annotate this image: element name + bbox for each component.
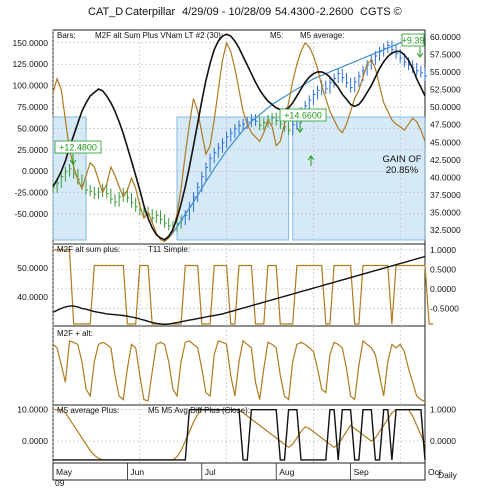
right-axis-tick: 42.5000 [430, 155, 461, 165]
right-axis-tick: 60.0000 [430, 32, 461, 42]
company-name: Caterpillar [125, 6, 176, 18]
left-axis-tick: 0.0000 [22, 166, 48, 176]
right-axis-tick: 1.0000 [430, 245, 456, 255]
legend-entry: M5: [270, 31, 283, 40]
right-axis-tick: 52.5000 [430, 85, 461, 95]
down-arrow-icon [416, 47, 424, 58]
down-arrow-icon [69, 154, 77, 165]
last-price: 54.4300 [275, 6, 315, 18]
legend-entry: T11 Simple: [148, 245, 190, 254]
copyright-label: CGTS © [360, 6, 402, 18]
price-change: -2.2600 [316, 6, 354, 18]
series-line [53, 409, 426, 461]
left-axis-tick: 25.0000 [17, 145, 48, 155]
legend-entry: M2F alt sum plus: [57, 245, 120, 254]
chart-header: CAT_D Caterpillar 4/29/09 - 10/28/09 54.… [0, 0, 479, 20]
x-axis-label: Oct [428, 467, 442, 477]
right-axis-tick: 50.0000 [430, 102, 461, 112]
down-arrow-icon [296, 122, 304, 133]
right-axis-tick: 37.5000 [430, 190, 461, 200]
left-axis-tick: 125.0000 [13, 59, 49, 69]
annotation-box [401, 33, 425, 47]
gain-annotation: +14.6600 [284, 111, 322, 121]
x-axis-year: 09 [55, 478, 65, 488]
gain-label: GAIN OF [382, 154, 421, 165]
x-axis-label: Jul [205, 467, 216, 477]
series-line [52, 33, 426, 241]
gain-annotation: +9.39 [402, 36, 425, 46]
left-axis-tick: 0.0000 [22, 436, 48, 446]
left-axis-tick: 150.0000 [13, 38, 49, 48]
left-axis-tick: 100.0000 [13, 81, 49, 91]
period-label: Daily [438, 470, 458, 480]
right-axis-tick: 47.5000 [430, 120, 461, 130]
series-line [52, 255, 426, 326]
right-axis-tick: 0.5000 [430, 264, 456, 274]
highlight-box [292, 116, 426, 241]
annotation-box [54, 140, 102, 154]
x-axis-label: May [56, 467, 73, 477]
legend-entry: M5 M5 Avg Diff Plus (Close): [148, 406, 250, 415]
left-axis-tick: 75.0000 [17, 102, 48, 112]
symbol-label: CAT_D [88, 6, 124, 18]
series-line [164, 33, 426, 242]
legend-entry: M5 average: [300, 31, 344, 40]
x-axis-label: Sep [354, 467, 369, 477]
series-line [52, 41, 426, 243]
date-range: 4/29/09 - 10/28/09 [182, 6, 272, 18]
series-line [52, 339, 426, 403]
legend-entry: M2F + alt: [57, 329, 93, 338]
x-axis-label: Aug [279, 467, 294, 477]
right-axis-tick: 32.5000 [430, 225, 461, 235]
right-axis-tick: 55.0000 [430, 67, 461, 77]
highlight-box [176, 116, 290, 241]
x-axis-frame [52, 462, 426, 481]
annotation-box [279, 108, 327, 122]
x-axis-label: Jun [130, 467, 144, 477]
left-axis-tick: 10.0000 [17, 405, 48, 415]
up-arrow-icon [307, 155, 315, 166]
right-axis-tick: 40.0000 [430, 172, 461, 182]
series-line [53, 249, 434, 325]
legend-entry: M5 average Plus: [57, 406, 119, 415]
left-axis-tick: 40.0000 [17, 292, 48, 302]
right-axis-tick: 1.0000 [430, 405, 456, 415]
gain-annotation: +12.4800 [59, 143, 97, 153]
right-axis-tick: 0.0000 [430, 284, 456, 294]
right-axis-tick: 45.0000 [430, 137, 461, 147]
legend-entry: M2F alt Sum Plus VNam LT #2 (30): [95, 31, 223, 40]
left-axis-tick: -50.0000 [14, 209, 48, 219]
right-axis-tick: 57.5000 [430, 50, 461, 60]
gain-label: 20.85% [386, 165, 419, 176]
right-axis-tick: 0.0000 [430, 436, 456, 446]
right-axis-tick: 35.0000 [430, 207, 461, 217]
left-axis-tick: 50.0000 [17, 263, 48, 273]
left-axis-tick: 50.0000 [17, 123, 48, 133]
left-axis-tick: -25.0000 [14, 188, 48, 198]
right-axis-tick: -0.5000 [430, 303, 459, 313]
legend-entry: Bars: [57, 31, 76, 40]
